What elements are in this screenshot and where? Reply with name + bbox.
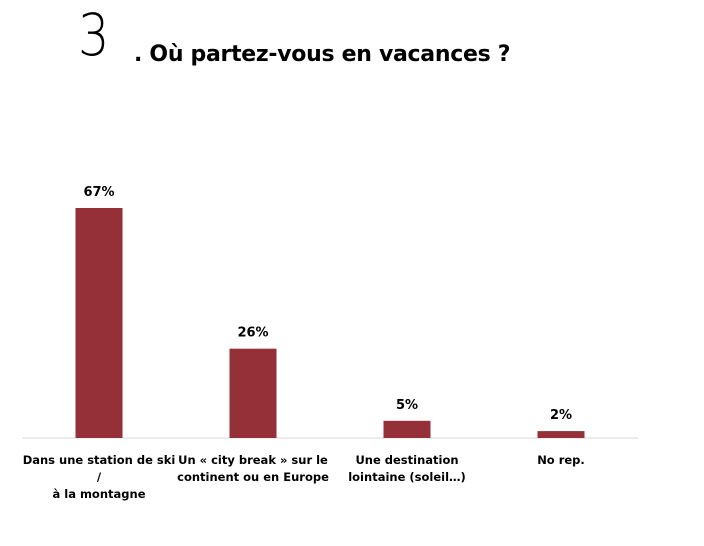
slide-number: 3 — [78, 1, 110, 69]
bar-1 — [75, 208, 123, 438]
bar-4 — [537, 431, 585, 438]
bar-3 — [383, 420, 431, 438]
category-label-1: Dans une station de ski / à la montagne — [22, 453, 176, 501]
category-label-2: Un « city break » sur le continent ou en… — [177, 453, 329, 484]
value-label-3: 5% — [396, 398, 418, 413]
chart-title: . Où partez-vous en vacances ? — [134, 42, 511, 67]
value-label-1: 67% — [83, 185, 114, 200]
value-label-4: 2% — [550, 408, 572, 423]
category-label-4: No rep. — [537, 453, 585, 467]
value-label-2: 26% — [237, 326, 268, 341]
category-label-3: Une destination lointaine (soleil…) — [348, 453, 466, 484]
bar-2 — [229, 348, 277, 438]
